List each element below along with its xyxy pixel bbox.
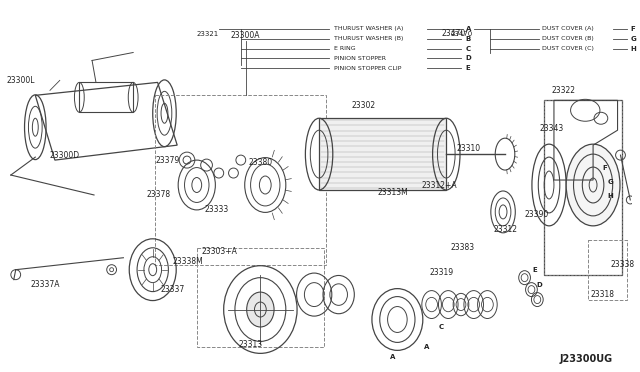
Text: DUST COVER (A): DUST COVER (A)	[542, 26, 594, 31]
Text: C: C	[466, 45, 471, 51]
Bar	[544, 100, 623, 275]
Text: F: F	[630, 26, 635, 32]
Text: DUST COVER (B): DUST COVER (B)	[542, 36, 594, 41]
Text: D: D	[466, 55, 472, 61]
Bar	[544, 100, 623, 275]
Text: 23338: 23338	[611, 260, 635, 269]
Text: 23312: 23312	[493, 225, 517, 234]
Text: 23338M: 23338M	[172, 257, 203, 266]
Text: A: A	[390, 355, 395, 360]
Text: 23378: 23378	[146, 190, 170, 199]
Text: 23470: 23470	[442, 29, 466, 38]
Text: PINION STOPPER: PINION STOPPER	[334, 56, 386, 61]
Bar	[588, 240, 627, 299]
Text: A: A	[466, 26, 471, 32]
Text: 23310: 23310	[456, 144, 480, 153]
Text: 23313M: 23313M	[377, 189, 408, 198]
Text: G: G	[608, 179, 614, 185]
Text: F: F	[602, 165, 607, 171]
Text: 23319: 23319	[429, 268, 454, 277]
Text: C: C	[439, 324, 444, 330]
Text: 23379: 23379	[156, 155, 180, 164]
Text: J23300UG: J23300UG	[559, 355, 612, 364]
Text: D: D	[536, 282, 542, 288]
Text: PINION STOPPER CLIP: PINION STOPPER CLIP	[334, 66, 401, 71]
Text: 23470: 23470	[451, 31, 473, 36]
Text: 23318: 23318	[591, 290, 615, 299]
Ellipse shape	[566, 144, 620, 226]
Text: 23313: 23313	[239, 340, 262, 349]
Text: 23333: 23333	[204, 205, 228, 214]
Text: 23337A: 23337A	[30, 280, 60, 289]
Text: B: B	[466, 36, 471, 42]
Bar	[79, 82, 133, 112]
Bar	[155, 95, 326, 265]
Text: 23337: 23337	[160, 285, 184, 294]
Text: 23322: 23322	[552, 86, 576, 95]
Bar	[196, 248, 324, 347]
Text: THURUST WASHER (B): THURUST WASHER (B)	[334, 36, 403, 41]
Text: 23303+A: 23303+A	[202, 247, 237, 256]
Text: E: E	[466, 65, 470, 71]
Ellipse shape	[246, 292, 274, 327]
Text: 23390: 23390	[525, 211, 549, 219]
Text: H: H	[630, 45, 636, 51]
Bar	[319, 118, 446, 190]
Text: G: G	[630, 36, 636, 42]
Text: 23321: 23321	[196, 31, 218, 36]
Text: 23312+A: 23312+A	[422, 180, 457, 189]
Text: THURUST WASHER (A): THURUST WASHER (A)	[334, 26, 403, 31]
Text: DUST COVER (C): DUST COVER (C)	[542, 46, 594, 51]
Text: E: E	[532, 267, 537, 273]
Text: 23380: 23380	[248, 158, 273, 167]
Text: 23300L: 23300L	[7, 76, 35, 85]
Text: E RING: E RING	[334, 46, 355, 51]
Text: 23300D: 23300D	[50, 151, 80, 160]
Text: 23383: 23383	[451, 243, 475, 252]
Text: 23343: 23343	[540, 124, 564, 133]
Text: A: A	[424, 344, 429, 350]
Text: H: H	[608, 193, 614, 199]
Text: 23300A: 23300A	[231, 31, 260, 40]
Text: 23302: 23302	[351, 101, 375, 110]
